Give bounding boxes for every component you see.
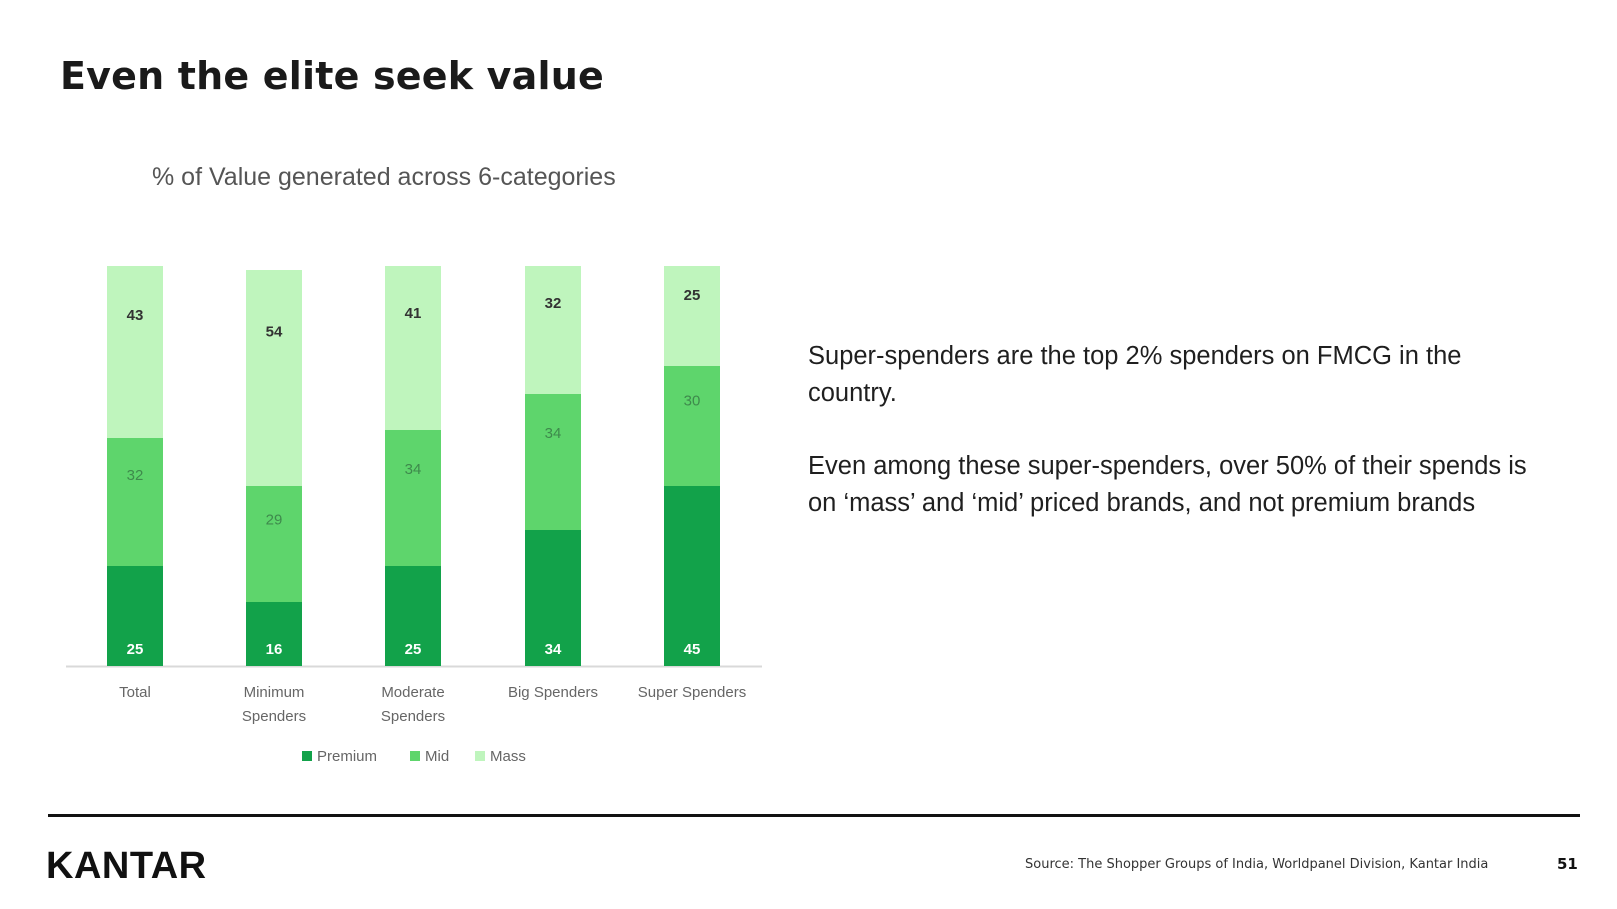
data-label-mass-super-spenders: 25 [684, 287, 701, 304]
bar-mass-total [107, 266, 163, 438]
note-paragraph-1: Super-spenders are the top 2% spenders o… [808, 342, 1462, 407]
bar-mid-total [107, 438, 163, 566]
data-label-premium-total: 25 [127, 641, 144, 658]
chart-title: % of Value generated across 6-categories [152, 163, 616, 191]
data-label-mass-moderate-spenders: 41 [405, 305, 422, 322]
note-paragraph-2: Even among these super-spenders, over 50… [808, 452, 1527, 517]
legend-swatch-mid [410, 751, 420, 761]
bar-mass-super-spenders [664, 266, 720, 366]
legend-swatch-premium [302, 751, 312, 761]
slide-title: Even the elite seek value [60, 54, 604, 98]
bar-mid-moderate-spenders [385, 430, 441, 566]
bar-mass-big-spenders [525, 266, 581, 394]
x-tick-label-big-spenders: Big Spenders [508, 684, 598, 701]
legend-label-premium: Premium [317, 748, 377, 765]
x-tick-label-minimum-spenders-line-1: Minimum [244, 684, 305, 701]
bar-mass-minimum-spenders [246, 270, 302, 486]
data-label-premium-big-spenders: 34 [545, 641, 562, 658]
legend-label-mass: Mass [490, 748, 526, 765]
bar-mass-moderate-spenders [385, 266, 441, 430]
legend-label-mid: Mid [425, 748, 449, 765]
kantar-logo: KANTAR [46, 845, 207, 887]
data-label-mid-total: 32 [127, 467, 144, 484]
bar-premium-total [107, 566, 163, 666]
data-label-mid-big-spenders: 34 [545, 425, 562, 442]
data-label-mid-moderate-spenders: 34 [405, 461, 422, 478]
page-number: 51 [1557, 855, 1578, 873]
data-label-premium-minimum-spenders: 16 [266, 641, 283, 658]
data-label-premium-super-spenders: 45 [684, 641, 701, 658]
bar-premium-moderate-spenders [385, 566, 441, 666]
data-label-mass-big-spenders: 32 [545, 295, 562, 312]
data-label-mid-super-spenders: 30 [684, 393, 701, 410]
data-label-premium-moderate-spenders: 25 [405, 641, 422, 658]
source-note: Source: The Shopper Groups of India, Wor… [1025, 857, 1489, 872]
stacked-bar-chart: 25 32 43 Total 16 29 54 Minimum Spenders 25 34 41 Mo… [66, 266, 762, 765]
x-tick-label-minimum-spenders-line-2: Spenders [242, 708, 306, 725]
bar-premium-super-spenders [664, 486, 720, 666]
data-label-mass-minimum-spenders: 54 [266, 323, 283, 340]
x-tick-label-moderate-spenders-line-1: Moderate [381, 684, 444, 701]
bar-mid-minimum-spenders [246, 486, 302, 602]
footer-divider [48, 814, 1580, 817]
bar-mid-big-spenders [525, 394, 581, 530]
bar-premium-big-spenders [525, 530, 581, 666]
bar-premium-minimum-spenders [246, 602, 302, 666]
data-label-mass-total: 43 [127, 307, 144, 324]
data-label-mid-minimum-spenders: 29 [266, 511, 283, 528]
x-tick-label-moderate-spenders-line-2: Spenders [381, 708, 445, 725]
x-tick-label-total: Total [119, 684, 151, 701]
bar-mid-super-spenders [664, 366, 720, 486]
x-tick-label-super-spenders: Super Spenders [638, 684, 746, 701]
legend-swatch-mass [475, 751, 485, 761]
